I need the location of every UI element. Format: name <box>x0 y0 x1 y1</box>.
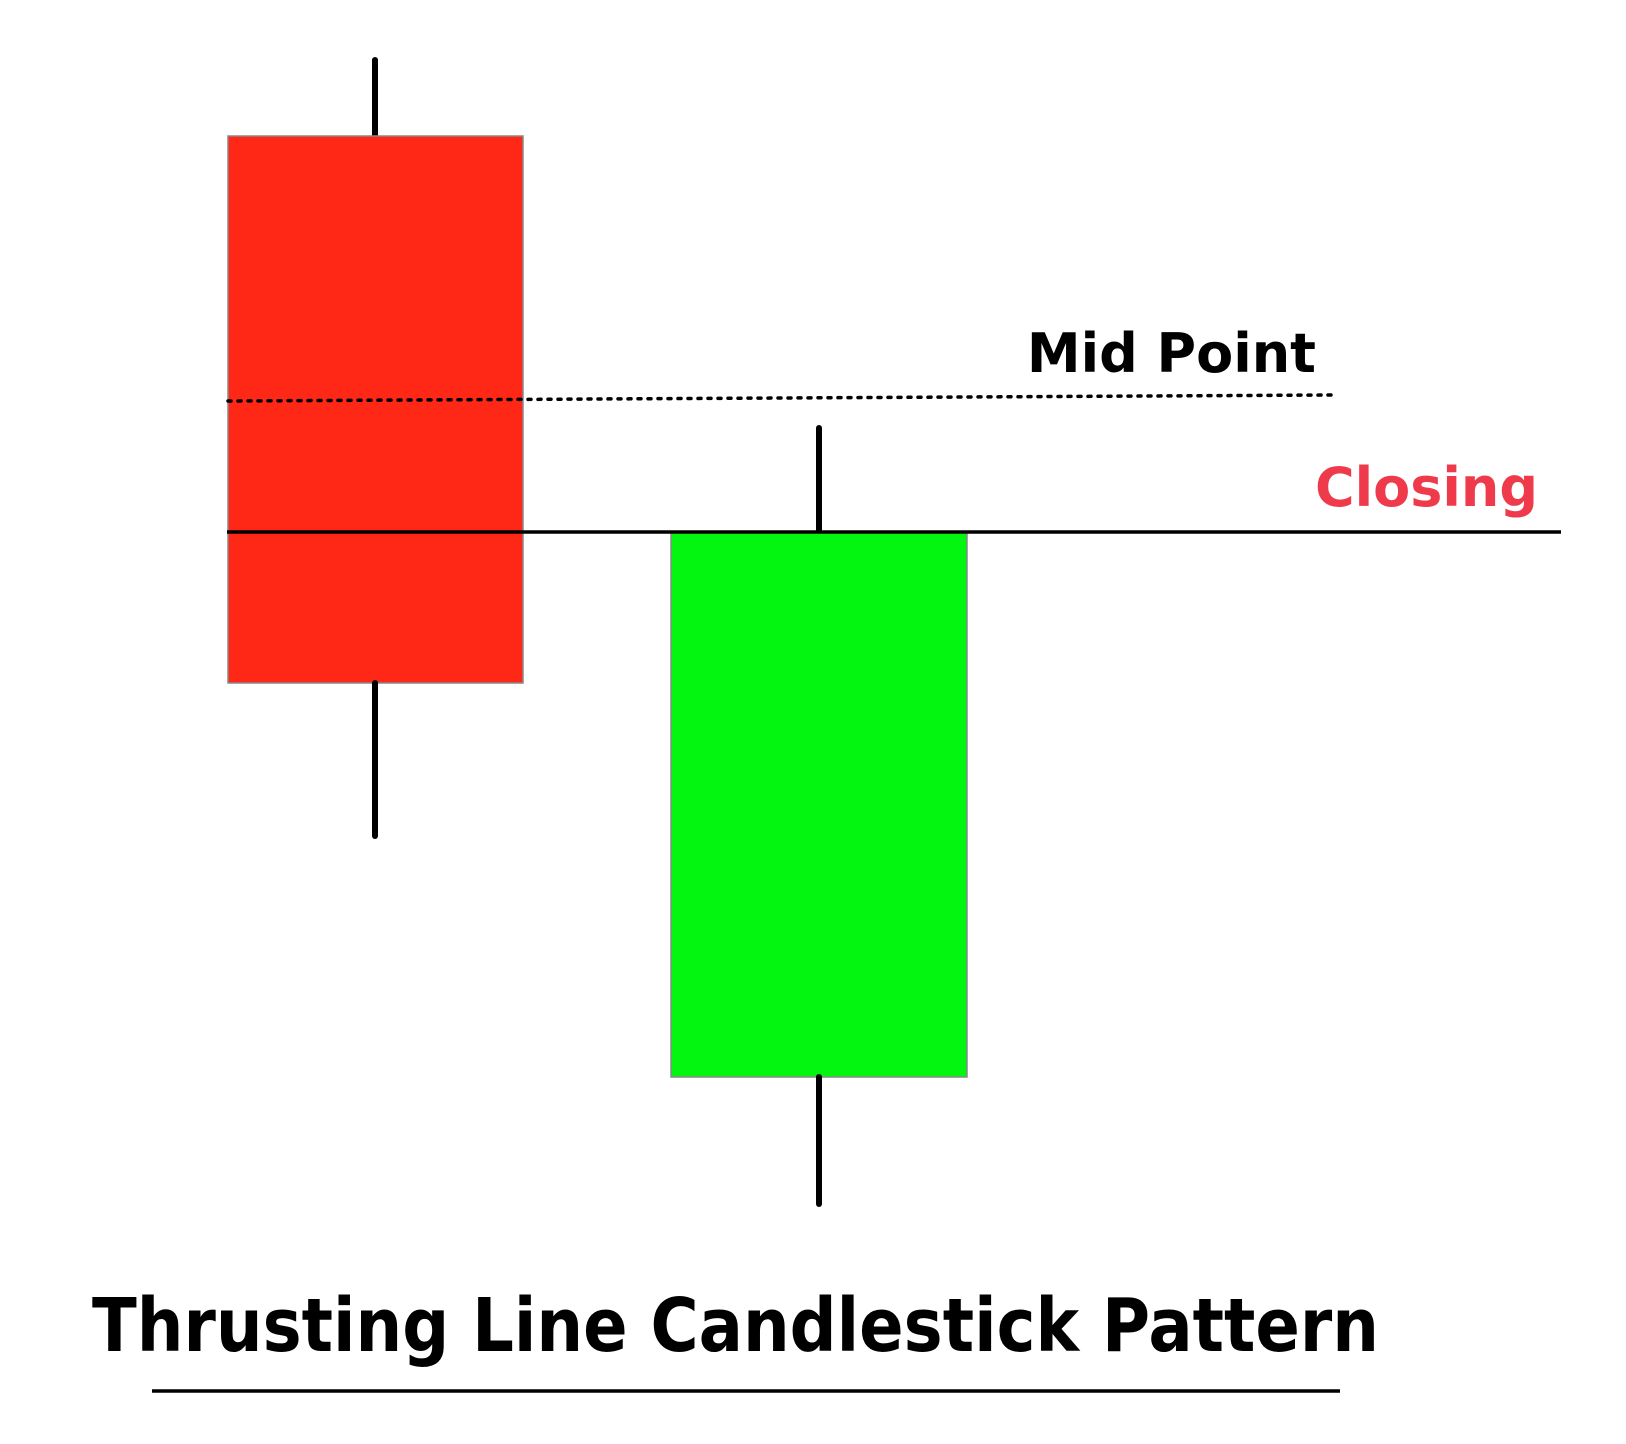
diagram-title: Thrusting Line Candlestick Pattern <box>92 1283 1379 1369</box>
bullish-candle-icon <box>670 425 968 1207</box>
closing-label: Closing <box>1315 456 1538 519</box>
bearish-candle-body <box>227 135 524 684</box>
bearish-candle-icon <box>227 57 524 839</box>
mid-point-line <box>226 393 1334 403</box>
mid-point-label: Mid Point <box>1027 322 1316 385</box>
bullish-candle-body <box>670 531 968 1078</box>
